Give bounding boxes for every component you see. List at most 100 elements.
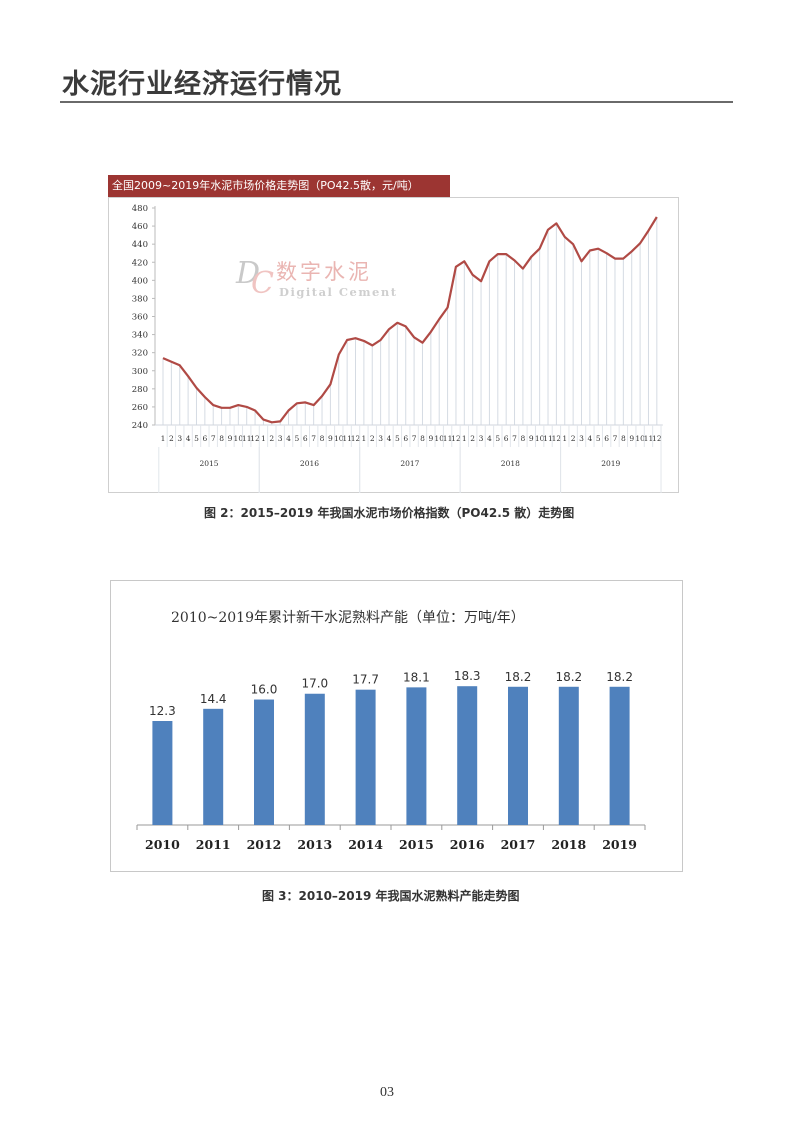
bar-value-label: 14.4 xyxy=(200,692,227,706)
x-tick-label: 8 xyxy=(521,434,526,443)
x-category-label: 2014 xyxy=(348,837,383,852)
x-tick-label: 11 xyxy=(342,434,352,443)
x-tick-label: 5 xyxy=(194,434,199,443)
clinker-capacity-chart: 2010~2019年累计新干水泥熟料产能（单位：万吨/年） 12.3 2010 14… xyxy=(110,580,683,872)
year-label: 2019 xyxy=(601,459,620,468)
y-tick-label: 440 xyxy=(132,240,148,250)
x-tick-label: 5 xyxy=(295,434,300,443)
year-label: 2015 xyxy=(199,459,218,468)
x-category-label: 2013 xyxy=(297,837,332,852)
x-tick-label: 3 xyxy=(479,434,484,443)
x-tick-label: 7 xyxy=(512,434,517,443)
x-tick-label: 9 xyxy=(629,434,634,443)
x-tick-label: 9 xyxy=(228,434,233,443)
year-label: 2017 xyxy=(400,459,419,468)
bar xyxy=(406,687,427,825)
x-tick-label: 1 xyxy=(161,434,166,443)
x-tick-label: 9 xyxy=(529,434,534,443)
chart-header: 全国2009~2019年水泥市场价格走势图（PO42.5散，元/吨） xyxy=(108,175,450,197)
x-tick-label: 9 xyxy=(428,434,433,443)
bar xyxy=(558,686,579,825)
x-tick-label: 6 xyxy=(202,434,207,443)
x-tick-label: 2 xyxy=(571,434,576,443)
y-tick-label: 320 xyxy=(132,349,148,359)
x-tick-label: 6 xyxy=(403,434,408,443)
watermark-cn: 数字水泥 xyxy=(276,260,372,284)
x-tick-label: 8 xyxy=(219,434,224,443)
y-tick-label: 240 xyxy=(132,421,148,431)
x-tick-label: 6 xyxy=(604,434,609,443)
x-tick-label: 12 xyxy=(451,434,461,443)
x-tick-label: 11 xyxy=(443,434,453,443)
x-tick-label: 12 xyxy=(351,434,361,443)
y-tick-label: 420 xyxy=(132,258,148,268)
x-tick-label: 10 xyxy=(635,434,645,443)
bar-value-label: 18.2 xyxy=(606,670,633,684)
year-label: 2018 xyxy=(501,459,520,468)
x-tick-label: 8 xyxy=(420,434,425,443)
x-tick-label: 4 xyxy=(286,434,291,443)
bar xyxy=(152,721,173,825)
x-tick-label: 5 xyxy=(596,434,601,443)
bar xyxy=(508,686,528,825)
x-category-label: 2010 xyxy=(145,837,180,852)
x-tick-label: 3 xyxy=(177,434,182,443)
bar-value-label: 17.7 xyxy=(352,673,379,687)
bar-value-label: 17.0 xyxy=(301,677,328,691)
x-tick-label: 7 xyxy=(412,434,417,443)
page-number: 03 xyxy=(380,1085,394,1100)
x-tick-label: 7 xyxy=(613,434,618,443)
bar xyxy=(457,686,478,825)
bar-chart-plot: 12.3 2010 14.4 2011 16.0 2012 17.0 2013 17.7 2014… xyxy=(136,669,646,852)
y-tick-label: 360 xyxy=(132,313,148,323)
x-tick-label: 1 xyxy=(361,434,366,443)
chart-title: 2010~2019年累计新干水泥熟料产能（单位：万吨/年） xyxy=(171,610,525,626)
y-tick-label: 460 xyxy=(132,222,148,232)
bar-value-label: 18.2 xyxy=(505,670,532,684)
x-tick-label: 7 xyxy=(311,434,316,443)
y-tick-label: 480 xyxy=(132,204,148,214)
x-tick-label: 11 xyxy=(644,434,654,443)
x-tick-label: 11 xyxy=(242,434,252,443)
bar-value-label: 12.3 xyxy=(149,704,176,718)
x-tick-label: 2 xyxy=(470,434,475,443)
x-category-label: 2016 xyxy=(450,837,485,852)
bar-value-label: 18.3 xyxy=(454,669,481,683)
x-tick-label: 5 xyxy=(495,434,500,443)
x-tick-label: 4 xyxy=(487,434,492,443)
x-tick-label: 4 xyxy=(186,434,191,443)
title-divider xyxy=(60,101,733,103)
x-tick-label: 4 xyxy=(587,434,592,443)
x-tick-label: 9 xyxy=(328,434,333,443)
x-tick-label: 8 xyxy=(320,434,325,443)
x-tick-label: 3 xyxy=(579,434,584,443)
bar xyxy=(304,693,325,825)
bar xyxy=(203,708,224,825)
line-chart-plot: 240 260 280 300 320 340 360 380 400 420 440 460 480 D… xyxy=(132,204,663,493)
x-tick-label: 12 xyxy=(250,434,260,443)
x-tick-label: 2 xyxy=(269,434,274,443)
x-category-label: 2018 xyxy=(551,837,586,852)
x-tick-label: 12 xyxy=(652,434,662,443)
x-tick-label: 3 xyxy=(378,434,383,443)
x-tick-label: 5 xyxy=(395,434,400,443)
x-tick-label: 10 xyxy=(434,434,444,443)
bar xyxy=(254,699,274,825)
bar xyxy=(609,686,630,825)
y-tick-label: 280 xyxy=(132,385,148,395)
figure-2-caption: 图 2：2015–2019 年我国水泥市场价格指数（PO42.5 散）走势图 xyxy=(204,506,575,520)
x-tick-label: 12 xyxy=(552,434,562,443)
price-line xyxy=(162,216,658,424)
x-tick-label: 6 xyxy=(504,434,509,443)
x-category-label: 2015 xyxy=(399,837,434,852)
bar-value-label: 18.1 xyxy=(403,670,430,684)
y-tick-label: 400 xyxy=(132,276,148,286)
price-trend-chart: 全国2009~2019年水泥市场价格走势图（PO42.5散，元/吨） 240 26… xyxy=(108,175,679,493)
x-category-label: 2011 xyxy=(196,837,231,852)
x-tick-label: 1 xyxy=(562,434,567,443)
watermark-en: Digital Cement xyxy=(279,285,398,299)
x-tick-label: 2 xyxy=(169,434,174,443)
x-tick-label: 7 xyxy=(211,434,216,443)
x-tick-label: 2 xyxy=(370,434,375,443)
y-tick-label: 260 xyxy=(132,403,148,413)
